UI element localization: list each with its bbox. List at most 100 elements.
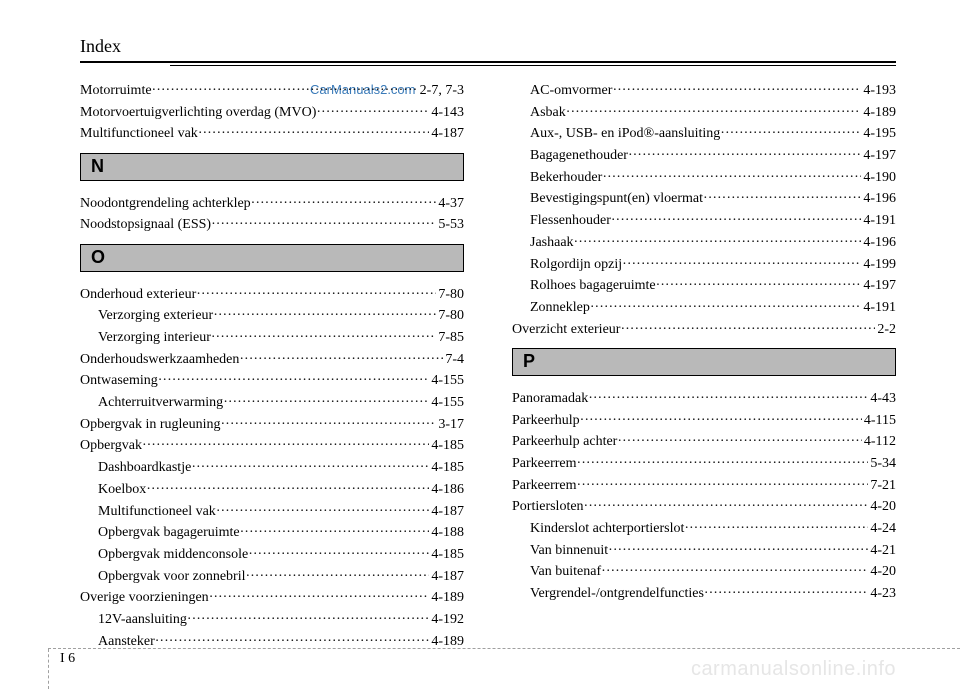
index-entry: Bekerhouder 4-190 [512,167,896,189]
index-entry-leader [590,297,861,319]
header-rule-thick [80,61,896,63]
index-entry: Parkeerrem 7-21 [512,475,896,497]
index-entry-page: 4-186 [429,479,464,501]
index-entry-page: 4-197 [861,145,896,167]
index-entry: Dashboardkastje 4-185 [80,457,464,479]
index-entry-label: Jashaak [530,232,574,254]
index-entry-page: 4-191 [861,210,896,232]
index-entry: Overige voorzieningen 4-189 [80,587,464,609]
index-entry-leader [704,583,868,605]
index-entry-page: 7-4 [443,349,464,371]
index-entry-leader [608,540,868,562]
index-entry-page: 4-191 [861,297,896,319]
index-entry-page: 4-189 [429,631,464,653]
index-entry-label: Rolgordijn opzij [530,254,622,276]
index-entry-leader [611,210,861,232]
index-entry-leader [142,435,429,457]
index-entry-label: Verzorging interieur [98,327,211,349]
index-entry-label: Multifunctioneel vak [80,123,198,145]
index-entry-leader [245,566,429,588]
index-entry: Aux-, USB- en iPod®-aansluiting 4-195 [512,123,896,145]
index-entry-label: Overige voorzieningen [80,587,209,609]
index-entry-label: Aansteker [98,631,155,653]
index-entry-label: Van binnenuit [530,540,608,562]
index-entry: Bevestigingspunt(en) vloermat 4-196 [512,188,896,210]
index-entry-label: Noodontgrendeling achterklep [80,193,251,215]
index-entry: Aansteker 4-189 [80,631,464,653]
index-entry-page: 4-20 [868,561,896,583]
index-entry-leader [240,522,430,544]
index-entry-leader [196,284,436,306]
index-entry-leader [577,453,869,475]
index-entry-leader [574,232,862,254]
index-entry-label: Onderhoudswerkzaamheden [80,349,239,371]
index-entry: Rolhoes bagageruimte 4-197 [512,275,896,297]
index-entry-leader [316,102,429,124]
index-entry-label: Multifunctioneel vak [98,501,216,523]
index-entry-page: 5-34 [868,453,896,475]
index-entry: Parkeerhulp achter 4-112 [512,431,896,453]
index-entry-label: 12V-aansluiting [98,609,187,631]
index-entry: Motorvoertuigverlichting overdag (MVO) 4… [80,102,464,124]
index-entry: AC-omvormer 4-193 [512,80,896,102]
index-entry-page: 4-185 [429,457,464,479]
index-entry-leader [146,479,429,501]
index-entry-label: Rolhoes bagageruimte [530,275,656,297]
index-entry-leader [187,609,429,631]
index-entry-page: 4-43 [868,388,896,410]
index-entry-page: 4-155 [429,370,464,392]
index-entry-label: Opbergvak [80,435,142,457]
index-entry: Parkeerhulp 4-115 [512,410,896,432]
index-entry-page: 4-185 [429,435,464,457]
index-entry-leader [155,631,430,653]
index-entry-leader [191,457,429,479]
index-entry: Flessenhouder 4-191 [512,210,896,232]
index-entry-label: Zonneklep [530,297,590,319]
index-entry-page: 4-187 [429,566,464,588]
index-entry-page: 4-155 [429,392,464,414]
index-entry-label: Ontwaseming [80,370,158,392]
page: Index CarManuals2.com Motorruimte 2-7, 7… [0,0,960,689]
section-letter-header: O [80,244,464,272]
index-entry-label: Vergrendel-/ontgrendelfuncties [530,583,704,605]
index-entry-label: Bekerhouder [530,167,602,189]
index-entry-page: 4-185 [429,544,464,566]
index-entry-leader [248,544,429,566]
index-entry-label: Parkeerrem [512,453,577,475]
index-entry-leader [720,123,861,145]
index-entry-page: 4-196 [861,232,896,254]
index-entry-page: 4-37 [436,193,464,215]
index-entry-leader [628,145,861,167]
index-entry-leader [158,370,430,392]
index-entry-leader [211,327,436,349]
index-entry-leader [211,214,436,236]
index-entry-page: 3-17 [436,414,464,436]
index-entry-label: Verzorging exterieur [98,305,213,327]
header-rule-thin [170,65,896,66]
index-entry-page: 4-21 [868,540,896,562]
index-entry-label: Parkeerhulp achter [512,431,617,453]
index-entry: Parkeerrem 5-34 [512,453,896,475]
index-entry-page: 4-189 [429,587,464,609]
index-entry: Verzorging exterieur 7-80 [80,305,464,327]
index-entry-page: 4-197 [861,275,896,297]
index-entry-label: Overzicht exterieur [512,319,620,341]
index-entry: Asbak 4-189 [512,102,896,124]
index-entry-leader [216,501,430,523]
index-entry-leader [588,388,868,410]
index-entry-page: 4-24 [868,518,896,540]
index-entry-label: AC-omvormer [530,80,612,102]
index-entry-page: 4-195 [861,123,896,145]
index-entry: Van binnenuit 4-21 [512,540,896,562]
index-entry-page: 4-193 [861,80,896,102]
index-entry-leader [602,167,861,189]
index-entry-leader [703,188,861,210]
index-entry-page: 2-2 [875,319,896,341]
index-entry: Jashaak 4-196 [512,232,896,254]
index-entry-leader [239,349,443,371]
index-entry: 12V-aansluiting 4-192 [80,609,464,631]
index-entry-label: Opbergvak voor zonnebril [98,566,245,588]
index-entry-page: 4-187 [429,123,464,145]
index-entry-page: 4-112 [862,431,896,453]
index-entry-label: Asbak [530,102,566,124]
